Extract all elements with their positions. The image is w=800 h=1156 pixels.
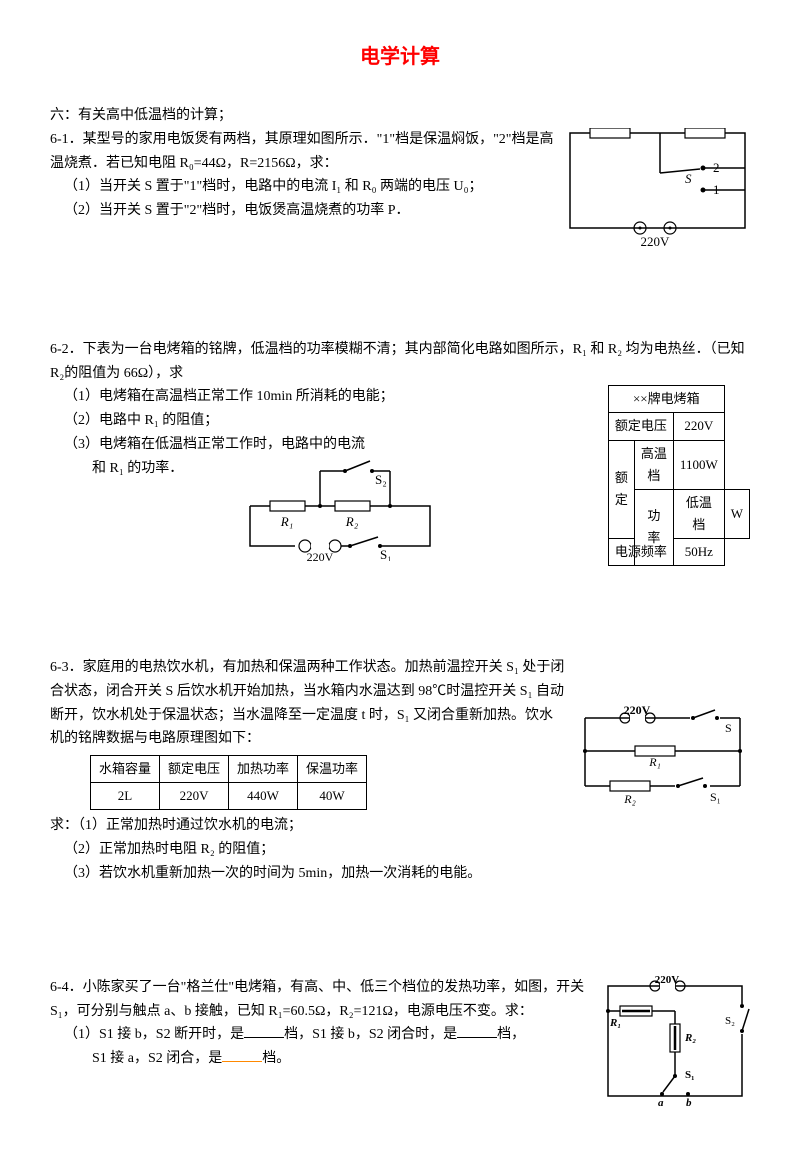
- circuit-diagram-6-3: 220V S R₁ R₂ S₁: [575, 706, 750, 811]
- voltage-label: 220V: [641, 234, 671, 248]
- blank-1: [244, 1023, 284, 1038]
- S-label: S: [725, 721, 732, 735]
- t63-h3: 加热功率: [229, 756, 298, 783]
- circuit-diagram-6-1: R R₀ S 2 1 220V: [565, 128, 750, 248]
- voltage-label: 220V: [655, 976, 680, 986]
- blank-3: [222, 1047, 262, 1062]
- R2-label: R₂: [684, 1032, 696, 1044]
- problem-6-3-q3: （3）若饮水机重新加热一次的时间为 5min，加热一次消耗的电能。: [50, 862, 750, 886]
- R1-label: R₁: [648, 755, 661, 769]
- np-r1a: 额定电压: [608, 413, 673, 440]
- b-label: b: [686, 1097, 692, 1106]
- np-r3c: W: [724, 489, 749, 538]
- q1-part-a: （1）S1 接 b，S2 断开时，是: [64, 1027, 244, 1042]
- problem-6-4: 220V S₂ R₁ R₂ S₁ a b: [50, 976, 750, 1106]
- t63-c3: 440W: [229, 783, 298, 810]
- S2-label: S₂: [375, 472, 387, 487]
- R1-label: R₁: [609, 1017, 621, 1029]
- t63-c1: 2L: [91, 783, 160, 810]
- problem-6-3-q2: （2）正常加热时电阻 R₂ 的阻值；: [50, 838, 750, 862]
- S2-label: S₂: [725, 1015, 735, 1027]
- R1-label: R₁: [280, 514, 293, 529]
- S-label: S: [685, 171, 692, 186]
- problem-6-3-q1: 求：（1）正常加热时通过饮水机的电流；: [50, 814, 750, 838]
- q1-part-b: 档，S1 接 b，S2 闭合时，是: [284, 1027, 457, 1042]
- t63-c4: 40W: [298, 783, 367, 810]
- t63-h4: 保温功率: [298, 756, 367, 783]
- problem-6-2: 6-2．下表为一台电烤箱的铭牌，低温档的功率模糊不清；其内部简化电路如图所示，R…: [50, 338, 750, 566]
- np-r2c: 1100W: [673, 440, 724, 489]
- S1-label: S₁: [685, 1069, 694, 1081]
- np-r2b: 高温档: [634, 440, 673, 489]
- R2-label: R₂: [345, 514, 359, 529]
- a-label: a: [658, 1097, 664, 1106]
- np-r4a: 电源频率: [608, 538, 673, 565]
- blank-2: [457, 1023, 497, 1038]
- problem-6-3: 220V S R₁ R₂ S₁ 6-3．家庭用的电热: [50, 656, 750, 886]
- voltage-label: 220V: [624, 706, 651, 717]
- R2-label: R₂: [623, 792, 636, 806]
- q1-part-e: 档。: [262, 1051, 290, 1066]
- t63-c2: 220V: [160, 783, 229, 810]
- np-r1b: 220V: [673, 413, 724, 440]
- page-title: 电学计算: [50, 40, 750, 74]
- t63-h1: 水箱容量: [91, 756, 160, 783]
- nameplate-title: ××牌电烤箱: [608, 386, 724, 413]
- nameplate-6-2: ××牌电烤箱 额定电压220V 额定 高温档 1100W 功率 低温档 W 电源…: [608, 385, 750, 566]
- problem-6-1: R R₀ S 2 1 220V 6-1．某型号的家用电饭煲有两档，其原理如图所示…: [50, 128, 750, 248]
- t63-h2: 额定电压: [160, 756, 229, 783]
- circuit-diagram-6-4: 220V S₂ R₁ R₂ S₁ a b: [600, 976, 750, 1106]
- problem-6-2-intro: 6-2．下表为一台电烤箱的铭牌，低温档的功率模糊不清；其内部简化电路如图所示，R…: [50, 338, 750, 386]
- S1-label: S₁: [710, 790, 721, 804]
- q1-part-d: S1 接 a，S2 闭合，是: [92, 1051, 222, 1066]
- section-heading: 六：有关高中低温档的计算；: [50, 104, 750, 128]
- np-r4b: 50Hz: [673, 538, 724, 565]
- np-r2a: 额定: [608, 440, 634, 538]
- np-r3b: 低温档: [673, 489, 724, 538]
- S1-label: S₁: [380, 547, 392, 561]
- voltage-label: 220V: [307, 550, 334, 561]
- q1-part-c: 档，: [497, 1027, 525, 1042]
